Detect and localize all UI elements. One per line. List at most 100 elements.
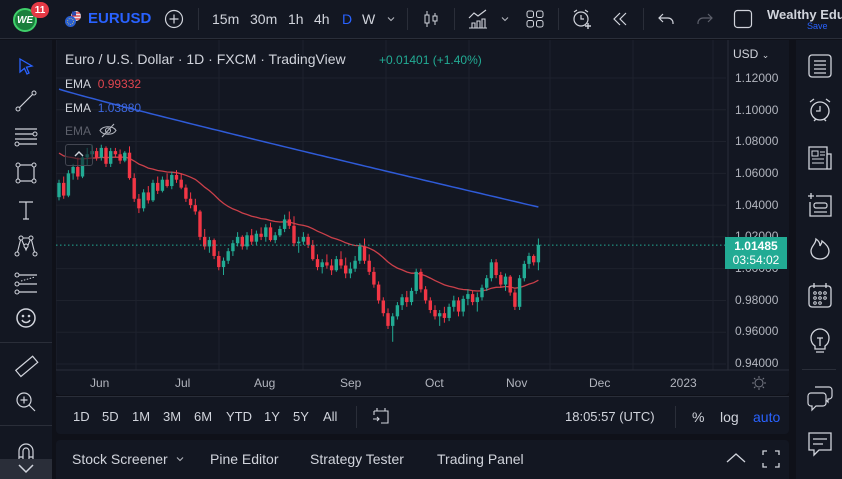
timeframe-15m[interactable]: 15m xyxy=(212,11,240,27)
watchlist-icon[interactable] xyxy=(806,52,834,80)
timeframe-dropdown-icon[interactable] xyxy=(386,15,396,23)
magnet-icon[interactable] xyxy=(13,439,39,465)
horizontal-lines-icon[interactable] xyxy=(13,124,39,150)
last-price-tag: 1.01485 03:54:02 xyxy=(725,237,787,269)
price-tick: 0.98000 xyxy=(735,293,779,307)
tab-trading-panel[interactable]: Trading Panel xyxy=(437,451,524,467)
cursor-icon[interactable] xyxy=(13,54,39,80)
eur-usd-flag-icon xyxy=(65,11,81,27)
bottom-panel xyxy=(56,440,789,479)
indicators-dropdown-icon[interactable] xyxy=(500,15,510,23)
time-tick: Dec xyxy=(589,376,611,390)
ideas-lightbulb-icon[interactable] xyxy=(806,327,834,355)
more-tools-button[interactable] xyxy=(0,459,52,479)
text-icon[interactable] xyxy=(13,197,39,223)
alerts-icon[interactable] xyxy=(806,96,834,124)
time-tick: 2023 xyxy=(670,376,697,390)
fib-icon[interactable] xyxy=(13,270,39,296)
range-1m[interactable]: 1M xyxy=(132,409,151,424)
time-tick: Nov xyxy=(506,376,528,390)
expand-panel-chevron-up-icon[interactable] xyxy=(725,451,747,465)
currency-selector[interactable]: USD ⌄ xyxy=(733,47,770,61)
tab-stock-screener[interactable]: Stock Screener xyxy=(72,451,168,467)
layouts-icon[interactable] xyxy=(526,10,544,28)
chart-panel[interactable] xyxy=(56,40,789,395)
currency-chevron-icon: ⌄ xyxy=(761,50,770,60)
time-tick: Oct xyxy=(425,376,444,390)
divider xyxy=(0,342,52,343)
time-tick: Jun xyxy=(90,376,110,390)
redo-icon[interactable] xyxy=(696,11,714,27)
maximize-panel-icon[interactable] xyxy=(762,450,780,468)
tab-pine-editor[interactable]: Pine Editor xyxy=(210,451,279,467)
comments-icon[interactable] xyxy=(806,430,834,458)
news-icon[interactable] xyxy=(806,144,834,172)
ema-fast-value: 0.99332 xyxy=(97,77,142,91)
auto-scale-toggle[interactable]: auto xyxy=(753,409,781,425)
log-scale-toggle[interactable]: log xyxy=(720,409,739,425)
stock-screener-dropdown-icon[interactable] xyxy=(175,455,185,463)
indicators-icon[interactable] xyxy=(467,8,489,30)
fullscreen-box-icon[interactable] xyxy=(733,9,753,29)
more-tools-chevron-icon xyxy=(18,464,34,474)
range-5d[interactable]: 5D xyxy=(102,409,119,424)
add-symbol-icon[interactable] xyxy=(164,9,184,29)
divider xyxy=(407,8,408,30)
ema-legend-2[interactable]: EMA 1.03880 xyxy=(65,101,142,115)
timeframe-30m[interactable]: 30m xyxy=(250,11,278,27)
hidden-eye-icon[interactable] xyxy=(99,123,117,138)
price-change: +0.01401 (+1.40%) xyxy=(379,53,482,67)
drawing-toolbar xyxy=(0,40,52,479)
price-chart-canvas[interactable] xyxy=(56,40,789,395)
divider xyxy=(356,406,357,428)
price-tick: 1.06000 xyxy=(735,166,779,180)
calendar-icon[interactable] xyxy=(806,281,834,309)
chart-settings-sun-icon[interactable] xyxy=(751,375,767,391)
price-tick: 1.12000 xyxy=(735,71,779,85)
emoji-icon[interactable] xyxy=(13,305,39,331)
trend-line-icon[interactable] xyxy=(13,88,39,114)
range-all[interactable]: All xyxy=(323,409,338,424)
ruler-icon[interactable] xyxy=(13,354,39,380)
undo-icon[interactable] xyxy=(657,11,675,27)
alert-icon[interactable] xyxy=(571,8,593,30)
utc-clock[interactable]: 18:05:57 (UTC) xyxy=(565,409,655,424)
timeframe-4h[interactable]: 4h xyxy=(314,11,330,27)
range-6m[interactable]: 6M xyxy=(194,409,213,424)
zoom-in-icon[interactable] xyxy=(13,389,39,415)
bar-countdown: 03:54:02 xyxy=(732,253,780,267)
divider xyxy=(0,425,52,426)
timeframe-w[interactable]: W xyxy=(362,11,376,27)
notification-badge: 11 xyxy=(31,2,49,18)
collapse-legend-button[interactable] xyxy=(65,144,93,166)
range-1y[interactable]: 1Y xyxy=(264,409,280,424)
range-3m[interactable]: 3M xyxy=(163,409,182,424)
ema-legend-1[interactable]: EMA 0.99332 xyxy=(65,77,142,91)
layout-name[interactable]: Wealthy Edu xyxy=(767,7,842,22)
price-tick: 1.08000 xyxy=(735,134,779,148)
go-to-date-icon[interactable] xyxy=(372,407,390,425)
candles-chart-type-icon[interactable] xyxy=(421,9,441,29)
range-1d[interactable]: 1D xyxy=(73,409,90,424)
time-tick: Jul xyxy=(175,376,191,390)
symbol-search-button[interactable]: EURUSD xyxy=(88,10,152,27)
timeframe-1h[interactable]: 1h xyxy=(288,11,304,27)
chats-icon[interactable] xyxy=(806,384,834,412)
hotlist-flame-icon[interactable] xyxy=(806,233,834,261)
range-ytd[interactable]: YTD xyxy=(226,409,252,424)
percent-scale-toggle[interactable]: % xyxy=(692,409,705,425)
timeframe-d-active[interactable]: D xyxy=(342,11,353,27)
rectangle-icon[interactable] xyxy=(13,160,39,186)
time-tick: Sep xyxy=(340,376,362,390)
price-tick: 0.94000 xyxy=(735,356,779,370)
range-5y[interactable]: 5Y xyxy=(293,409,309,424)
ema-legend-3-hidden[interactable]: EMA xyxy=(65,123,117,138)
save-button[interactable]: Save xyxy=(807,21,828,31)
replay-icon[interactable] xyxy=(611,11,629,27)
price-tick: 1.10000 xyxy=(735,103,779,117)
divider xyxy=(454,8,455,30)
divider xyxy=(802,369,836,370)
tab-strategy-tester[interactable]: Strategy Tester xyxy=(310,451,404,467)
add-list-icon[interactable] xyxy=(806,190,834,218)
pattern-icon[interactable] xyxy=(13,232,39,258)
